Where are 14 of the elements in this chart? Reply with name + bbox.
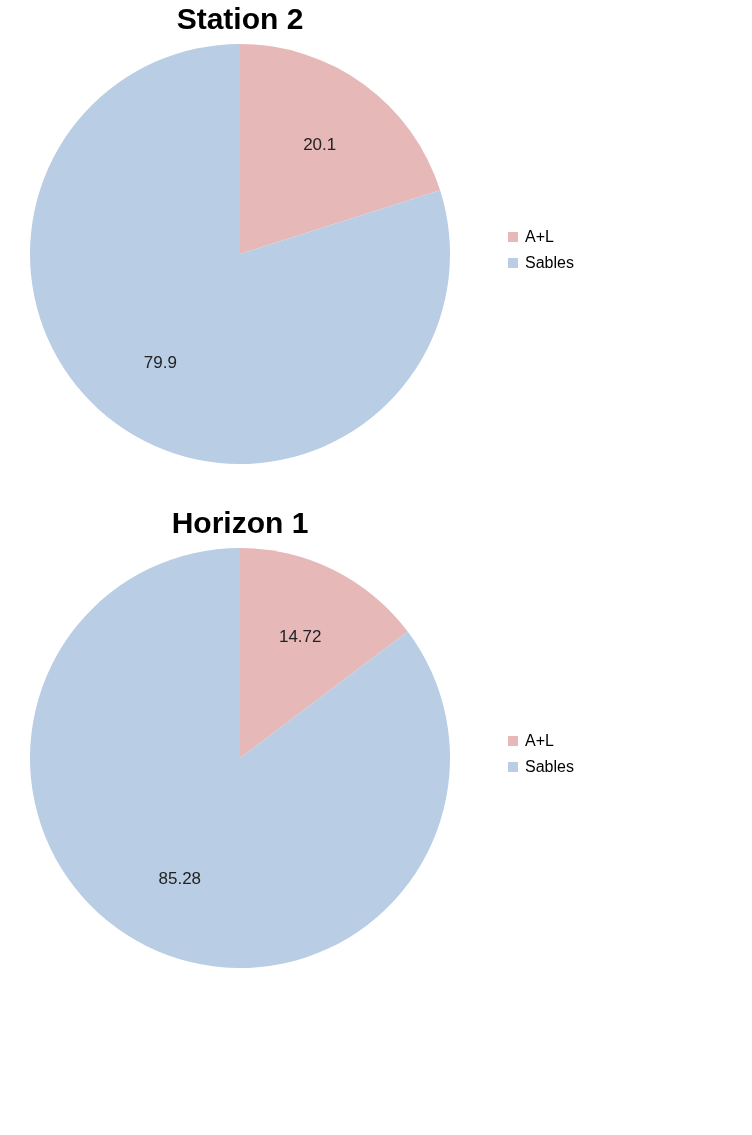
data-label: 85.28 (158, 868, 202, 888)
data-label: 14.72 (278, 627, 322, 647)
chart-title: Station 2 (176, 2, 304, 35)
legend-label: A+L (525, 732, 555, 749)
data-label: 79.9 (143, 352, 177, 372)
legend-label: Sables (525, 758, 574, 775)
pie-slice (30, 44, 450, 464)
legend-label: A+L (525, 228, 555, 245)
pie-slice (240, 548, 408, 758)
pie-slice (240, 44, 441, 254)
chart-title: Horizon 1 (171, 506, 309, 539)
data-label: 20.1 (303, 135, 337, 155)
legend-label: Sables (525, 254, 574, 271)
pie-slice (30, 548, 450, 968)
